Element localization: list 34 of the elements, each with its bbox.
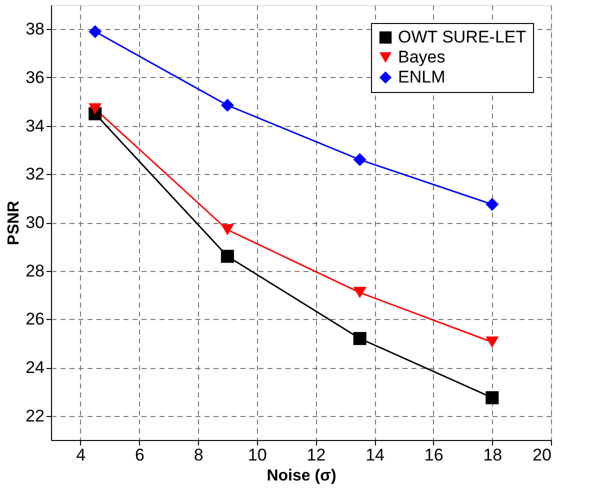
x-axis-title: Noise (σ) [266,468,336,484]
x-tick-label: 16 [424,446,444,464]
y-tick-label: 26 [26,310,44,329]
x-tick-label: 20 [532,446,552,464]
y-tick-label: 30 [26,213,44,232]
legend-label: Bayes [398,48,446,66]
point [88,103,102,115]
y-tick-label: 38 [26,20,44,39]
point [88,25,102,38]
y-tick-label: 32 [26,164,44,184]
y-tick-label: 28 [26,261,44,280]
point [353,153,366,166]
x-tick-label: 14 [366,446,384,464]
y-axis-title: PSNR [6,200,23,246]
y-tick-label: 22 [26,406,44,426]
x-tick-label: 18 [483,446,502,464]
x-tick-label: 6 [135,446,144,464]
y-tick-label: 24 [26,358,44,377]
point [486,336,499,348]
point [220,250,234,263]
point [220,224,234,236]
x-tick-label: 10 [248,446,267,464]
point [353,286,366,298]
y-tick-label: 36 [26,68,44,87]
legend-label: OWT SURE-LET [398,28,526,46]
point [486,198,499,211]
x-tick-label: 12 [306,446,326,464]
point [486,391,499,404]
x-tick-label: 4 [76,446,86,464]
point [353,332,366,346]
x-tick-label: 8 [194,446,204,464]
legend-label: ENLM [398,68,446,86]
y-tick-label: 34 [26,116,44,136]
point [220,98,234,112]
